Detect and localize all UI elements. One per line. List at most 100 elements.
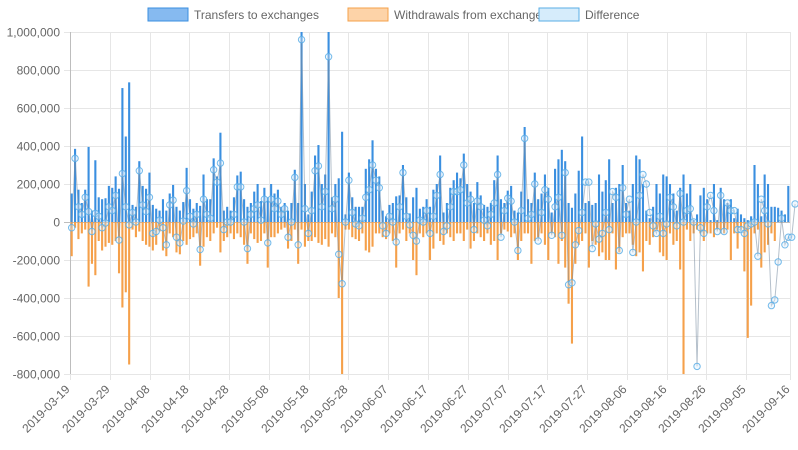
bar-withdrawals[interactable]: [631, 222, 634, 245]
difference-point[interactable]: [713, 227, 722, 236]
difference-point[interactable]: [226, 218, 235, 226]
difference-point[interactable]: [669, 203, 678, 211]
difference-point[interactable]: [531, 180, 539, 188]
bar-withdrawals[interactable]: [405, 222, 408, 241]
bar-transfers[interactable]: [97, 197, 100, 222]
difference-point[interactable]: [625, 195, 634, 203]
difference-point[interactable]: [541, 186, 549, 194]
bar-transfers[interactable]: [760, 216, 763, 222]
difference-point[interactable]: [666, 193, 674, 202]
bar-transfers[interactable]: [442, 212, 445, 223]
bar-transfers[interactable]: [560, 149, 563, 222]
bar-transfers[interactable]: [138, 161, 141, 222]
bar-transfers[interactable]: [550, 212, 553, 223]
difference-point[interactable]: [291, 173, 299, 182]
bar-withdrawals[interactable]: [249, 222, 252, 234]
difference-point[interactable]: [257, 216, 265, 224]
difference-point[interactable]: [500, 206, 509, 215]
bar-transfers[interactable]: [726, 203, 729, 222]
bar-withdrawals[interactable]: [652, 222, 655, 238]
bar-transfers[interactable]: [662, 174, 665, 223]
bar-transfers[interactable]: [317, 145, 320, 222]
bar-withdrawals[interactable]: [134, 222, 137, 238]
difference-point[interactable]: [81, 193, 89, 202]
bar-transfers[interactable]: [395, 196, 398, 222]
difference-point[interactable]: [598, 229, 607, 238]
bar-transfers[interactable]: [635, 155, 638, 223]
bar-transfers[interactable]: [87, 146, 90, 222]
bar-transfers[interactable]: [374, 168, 377, 222]
difference-point[interactable]: [216, 159, 225, 167]
bar-withdrawals[interactable]: [746, 222, 749, 338]
difference-point[interactable]: [578, 208, 586, 217]
difference-point[interactable]: [426, 229, 434, 238]
bar-transfers[interactable]: [787, 185, 790, 222]
difference-point[interactable]: [314, 162, 323, 170]
difference-point[interactable]: [399, 168, 407, 177]
difference-point[interactable]: [497, 233, 505, 241]
bar-withdrawals[interactable]: [70, 222, 73, 257]
difference-point[interactable]: [138, 201, 147, 209]
difference-point[interactable]: [182, 186, 191, 195]
difference-point[interactable]: [483, 222, 492, 230]
bar-withdrawals[interactable]: [712, 222, 715, 238]
bar-withdrawals[interactable]: [324, 222, 327, 240]
bar-transfers[interactable]: [459, 178, 462, 222]
difference-point[interactable]: [652, 229, 661, 238]
difference-point[interactable]: [443, 222, 451, 230]
bar-withdrawals[interactable]: [543, 222, 546, 245]
difference-point[interactable]: [595, 235, 603, 243]
bar-transfers[interactable]: [591, 204, 594, 222]
bar-transfers[interactable]: [577, 170, 580, 222]
difference-point[interactable]: [409, 231, 417, 240]
bar-withdrawals[interactable]: [719, 222, 722, 234]
difference-point[interactable]: [757, 195, 765, 203]
bar-transfers[interactable]: [195, 203, 198, 222]
bar-withdrawals[interactable]: [283, 222, 286, 228]
bar-withdrawals[interactable]: [418, 222, 421, 234]
bar-withdrawals[interactable]: [743, 222, 746, 272]
bar-withdrawals[interactable]: [604, 222, 607, 260]
bar-withdrawals[interactable]: [763, 222, 766, 253]
bar-withdrawals[interactable]: [682, 222, 685, 374]
difference-point[interactable]: [781, 241, 789, 249]
bar-transfers[interactable]: [496, 155, 499, 223]
difference-point[interactable]: [318, 203, 326, 211]
difference-point[interactable]: [172, 233, 181, 241]
legend-item-transfers[interactable]: Transfers to exchanges: [147, 7, 319, 22]
bar-withdrawals[interactable]: [770, 222, 773, 234]
bar-withdrawals[interactable]: [459, 222, 462, 234]
bar-transfers[interactable]: [182, 202, 185, 222]
difference-point[interactable]: [649, 222, 657, 230]
bar-withdrawals[interactable]: [449, 222, 452, 238]
bar-transfers[interactable]: [702, 187, 705, 222]
difference-point[interactable]: [456, 186, 465, 194]
bar-transfers[interactable]: [385, 216, 388, 222]
bar-withdrawals[interactable]: [381, 222, 384, 238]
bar-transfers[interactable]: [90, 210, 94, 222]
bar-withdrawals[interactable]: [601, 222, 604, 253]
bar-transfers[interactable]: [587, 201, 590, 222]
difference-point[interactable]: [189, 220, 198, 228]
bar-withdrawals[interactable]: [526, 222, 530, 234]
bar-withdrawals[interactable]: [202, 222, 205, 247]
bar-transfers[interactable]: [324, 174, 327, 223]
difference-point[interactable]: [700, 229, 708, 238]
bar-transfers[interactable]: [300, 32, 303, 222]
bar-transfers[interactable]: [645, 210, 648, 222]
bar-withdrawals[interactable]: [212, 222, 215, 234]
bar-transfers[interactable]: [581, 136, 584, 223]
difference-point[interactable]: [689, 218, 698, 226]
bar-withdrawals[interactable]: [608, 222, 611, 260]
bar-transfers[interactable]: [709, 220, 712, 222]
difference-point[interactable]: [723, 199, 732, 207]
bar-transfers[interactable]: [239, 171, 242, 222]
bar-withdrawals[interactable]: [695, 222, 699, 230]
bar-withdrawals[interactable]: [121, 222, 124, 308]
bar-transfers[interactable]: [205, 199, 208, 222]
bar-withdrawals[interactable]: [554, 222, 557, 238]
bar-withdrawals[interactable]: [645, 222, 648, 241]
difference-point[interactable]: [125, 221, 133, 229]
bar-withdrawals[interactable]: [550, 222, 553, 234]
bar-withdrawals[interactable]: [618, 222, 621, 253]
